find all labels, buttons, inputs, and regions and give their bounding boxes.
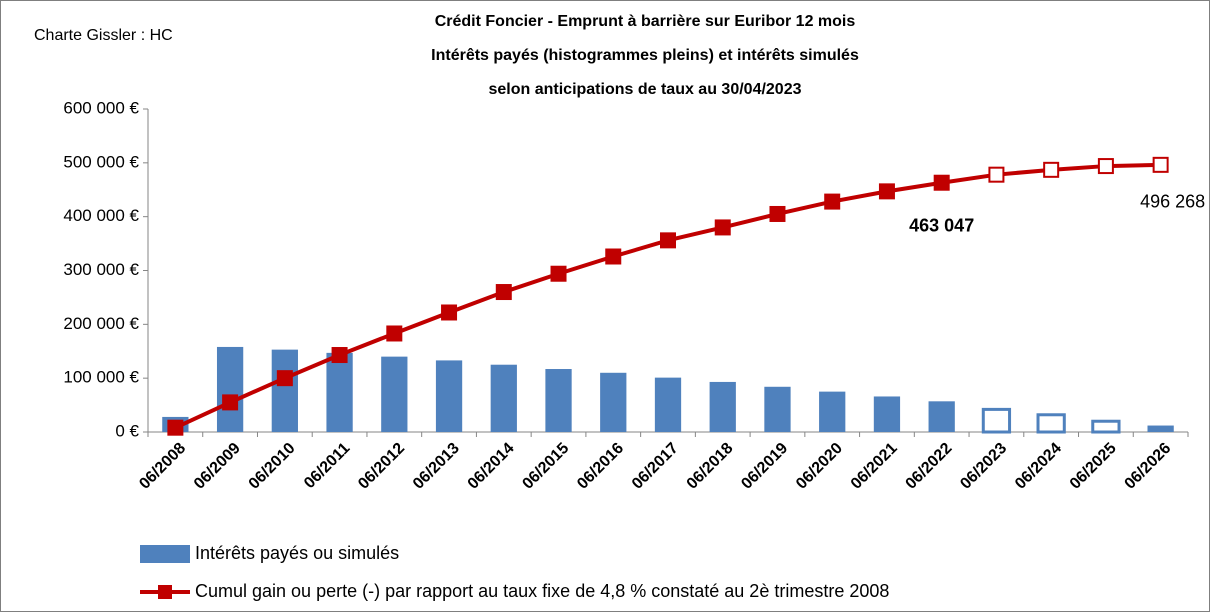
bar	[545, 369, 572, 432]
bar	[819, 391, 846, 432]
line-marker	[1152, 156, 1169, 173]
bar	[271, 349, 298, 432]
line-marker	[222, 394, 239, 411]
y-tick-label: 500 000 €	[63, 152, 139, 171]
chart-title: Crédit Foncier - Emprunt à barrière sur …	[435, 13, 856, 30]
legend-swatch	[158, 585, 172, 599]
line-marker	[331, 347, 348, 364]
line-marker	[276, 370, 293, 387]
bar	[1036, 413, 1066, 434]
bar	[490, 364, 517, 432]
bar	[381, 356, 408, 432]
bar	[435, 360, 463, 432]
data-label: 463 047	[909, 215, 974, 235]
legend-label: Intérêts payés ou simulés	[195, 543, 399, 563]
line-marker	[167, 419, 184, 436]
bar	[216, 346, 244, 432]
y-tick-label: 0 €	[115, 421, 139, 440]
line-marker	[605, 248, 622, 265]
chart-title: selon anticipations de taux au 30/04/202…	[488, 81, 801, 98]
line-marker	[660, 232, 676, 249]
line-marker	[550, 265, 567, 282]
bar	[981, 407, 1012, 434]
line-marker	[933, 174, 950, 191]
line-marker	[495, 284, 512, 301]
bar	[764, 386, 791, 432]
y-tick-label: 300 000 €	[63, 260, 139, 279]
bar	[928, 401, 955, 432]
line-marker	[878, 183, 895, 200]
y-tick-label: 600 000 €	[63, 98, 139, 117]
y-tick-label: 400 000 €	[63, 206, 139, 225]
bar	[326, 352, 353, 432]
legend-label: Cumul gain ou perte (-) par rapport au t…	[195, 581, 889, 601]
line-marker	[714, 219, 731, 236]
bar	[1147, 425, 1174, 432]
bar	[600, 372, 627, 432]
corner-note: Charte Gissler : HC	[34, 27, 173, 44]
bar	[1091, 419, 1121, 434]
line-marker	[769, 205, 786, 222]
y-tick-label: 200 000 €	[63, 314, 139, 333]
line-marker	[988, 166, 1005, 183]
legend-swatch	[140, 545, 190, 563]
bar	[709, 381, 736, 432]
line-marker	[824, 193, 841, 210]
bar	[654, 377, 682, 432]
line-marker	[386, 325, 403, 342]
line-marker	[1097, 158, 1114, 175]
bar	[873, 396, 901, 432]
line-marker	[1043, 161, 1060, 178]
data-label: 496 268	[1140, 192, 1205, 212]
y-tick-label: 100 000 €	[63, 368, 139, 387]
line-marker	[441, 304, 458, 321]
chart-title: Intérêts payés (histogrammes pleins) et …	[431, 47, 859, 64]
